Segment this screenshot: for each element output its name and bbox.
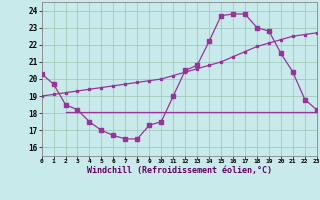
X-axis label: Windchill (Refroidissement éolien,°C): Windchill (Refroidissement éolien,°C) xyxy=(87,166,272,175)
